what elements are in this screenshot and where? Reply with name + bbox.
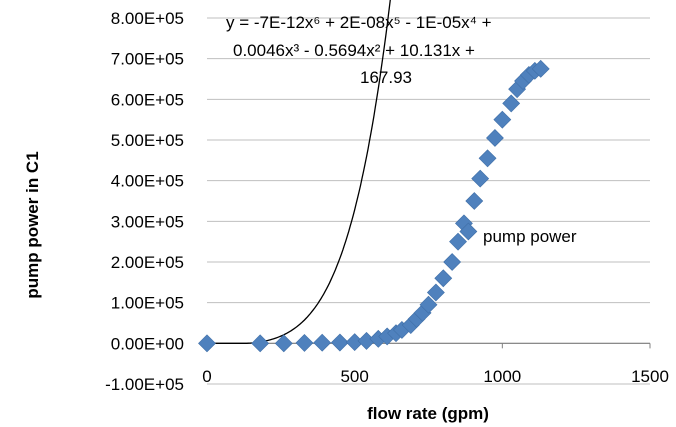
data-point-marker <box>465 192 484 210</box>
data-point-marker <box>478 149 497 168</box>
data-point-marker <box>502 94 521 113</box>
data-point-marker <box>434 269 453 288</box>
data-point-marker <box>330 333 349 352</box>
data-point-marker <box>295 334 314 352</box>
y-tick-label: 1.00E+05 <box>111 294 184 313</box>
data-point-marker <box>419 295 438 314</box>
y-tick-label: 8.00E+05 <box>111 9 184 28</box>
trendline-equation-line-3: 167.93 <box>360 68 412 87</box>
x-tick-label: 1000 <box>483 367 521 386</box>
x-tick-label: 500 <box>340 367 368 386</box>
data-point-marker <box>449 232 467 251</box>
data-point-marker <box>531 59 550 78</box>
data-point-marker <box>486 129 504 147</box>
y-tick-label: 6.00E+05 <box>111 90 184 109</box>
y-tick-label: 7.00E+05 <box>111 50 184 69</box>
y-tick-label: 2.00E+05 <box>111 253 184 272</box>
data-point-marker <box>493 110 512 129</box>
data-point-marker <box>471 169 490 188</box>
trendline-equation-line-2: 0.0046x³ - 0.5694x² + 10.131x + <box>233 41 475 60</box>
y-tick-label: 5.00E+05 <box>111 131 184 150</box>
data-point-marker <box>313 333 332 352</box>
data-point-marker <box>198 334 216 353</box>
y-tick-label: 4.00E+05 <box>111 172 184 191</box>
x-tick-label: 0 <box>202 367 211 386</box>
x-tick-label: 1500 <box>631 367 669 386</box>
gridlines <box>206 17 651 385</box>
y-tick-label: 0.00E+00 <box>111 334 184 353</box>
y-tick-label: -1.00E+05 <box>105 375 184 394</box>
x-axis-tick-labels: 0 500 1000 1500 <box>202 367 669 386</box>
data-point-marker <box>274 334 293 353</box>
y-tick-label: 3.00E+05 <box>111 212 184 231</box>
trendline-equation-line-1: y = -7E-12x⁶ + 2E-08x⁵ - 1E-05x⁴ + <box>226 13 492 32</box>
x-axis-title: flow rate (gpm) <box>367 404 489 423</box>
y-axis-tick-labels: -1.00E+05 0.00E+00 1.00E+05 2.00E+05 3.00E+0… <box>105 9 184 394</box>
data-point-marker <box>251 334 270 353</box>
y-axis-title: pump power in C1 <box>23 151 42 298</box>
series-label: pump power <box>483 227 577 246</box>
data-point-marker <box>459 222 478 241</box>
data-point-marker <box>443 253 462 271</box>
data-points <box>198 59 550 353</box>
data-point-marker <box>426 283 445 302</box>
